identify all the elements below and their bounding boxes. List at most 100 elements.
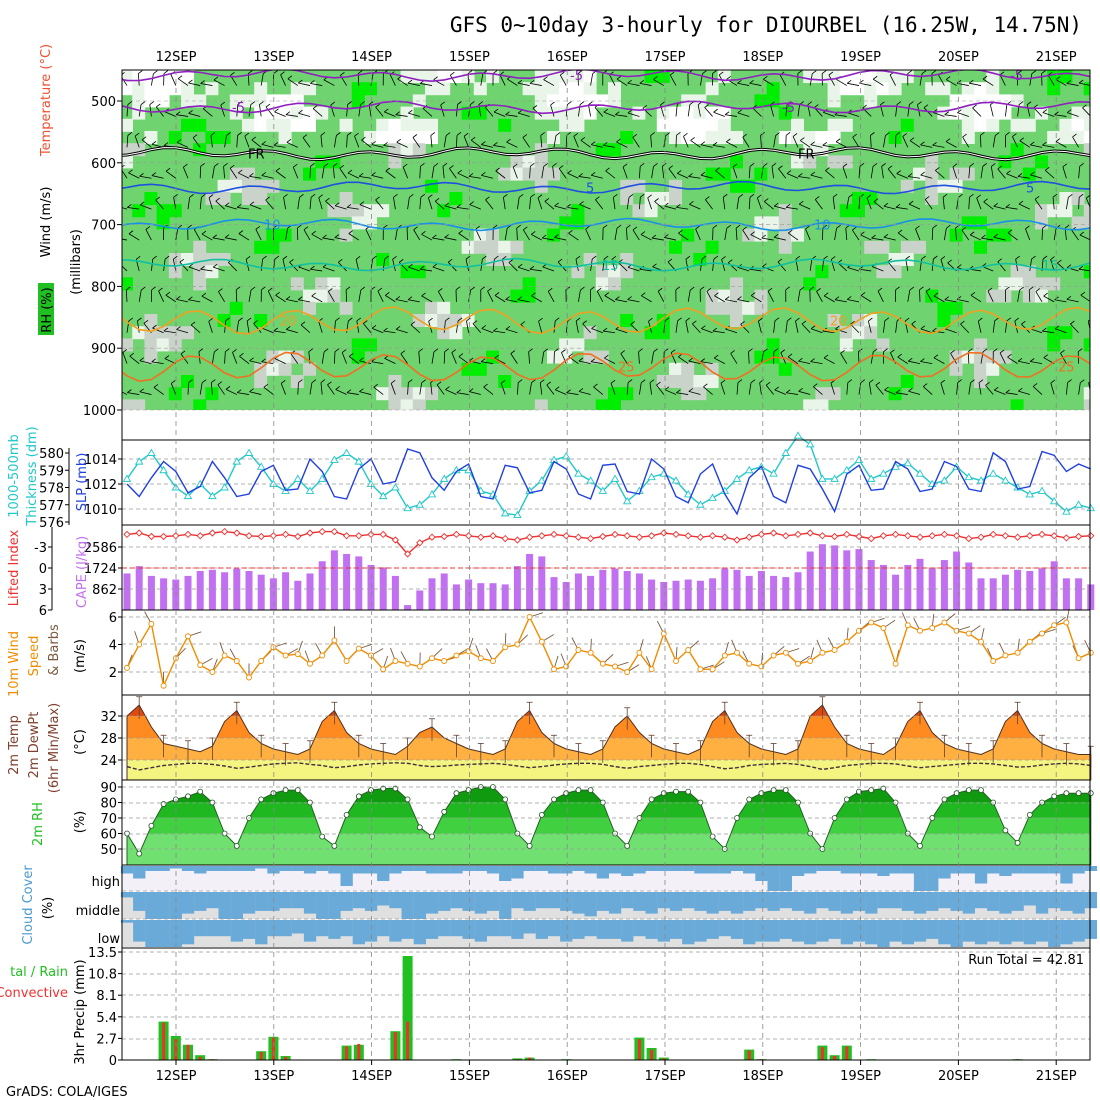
wind-barb <box>852 136 860 148</box>
rh-field-cell <box>400 265 414 279</box>
wind-barb-flag <box>348 230 353 234</box>
wind-barb <box>1030 174 1043 179</box>
wind-barb-flag <box>385 292 390 296</box>
rh-field-cell <box>925 192 939 205</box>
cloud-middle-bar <box>425 892 439 914</box>
wind-speed-point <box>880 625 887 631</box>
wind-barb-flag <box>451 349 457 353</box>
wind-barb-flag <box>318 194 323 198</box>
wind-barb-flag <box>667 258 673 263</box>
wind-barb <box>215 200 225 210</box>
wind-barb-flag <box>1012 133 1017 137</box>
date-label-bottom: 21SEP <box>1036 1069 1077 1084</box>
rh-field-cell <box>705 131 719 144</box>
wind-barb-flag <box>494 292 500 296</box>
wind-barb <box>407 82 420 86</box>
rh-field-cell <box>1059 118 1073 132</box>
cape-bar <box>843 550 851 610</box>
wind-barb <box>151 73 154 86</box>
wind-barb-flag <box>299 193 304 198</box>
rh-point <box>148 822 155 829</box>
rh-field-cell <box>961 118 975 132</box>
wind-barb <box>1091 352 1093 364</box>
wind-barb-flag <box>128 317 134 322</box>
thickness-point <box>317 474 327 482</box>
rh-field-cell <box>998 277 1012 291</box>
wind-barb-flag <box>976 194 981 199</box>
rh-field-cell <box>254 94 268 108</box>
cape-bar <box>282 572 290 610</box>
wind-barb <box>187 197 191 210</box>
wind-barb <box>1017 360 1030 365</box>
wind-barb <box>657 291 665 303</box>
wind-barb-flag <box>466 317 471 322</box>
wind-speed-point <box>770 652 777 659</box>
cloud-high-bar <box>377 866 390 881</box>
wind-barb <box>311 233 323 241</box>
cloud-high-bar <box>157 866 170 871</box>
wind-barb-flag <box>554 348 559 352</box>
wind-barb-flag <box>567 169 572 174</box>
cloud-high-bar <box>999 866 1012 876</box>
isotherm-label: FR <box>798 148 815 163</box>
wind-barb <box>384 358 396 365</box>
wind-barb <box>565 135 568 148</box>
wind-barb-flag <box>580 286 585 291</box>
wind-barb-flag <box>273 70 278 74</box>
wind-barb-flag <box>237 169 243 174</box>
wind-barb-flag <box>420 193 426 198</box>
cape-bar <box>648 579 656 610</box>
wind-barb-flag <box>396 138 401 143</box>
rh-field-cell <box>778 216 792 230</box>
rh-field-cell <box>266 362 280 376</box>
thickness-point <box>915 469 925 477</box>
wind-barb <box>664 237 677 241</box>
wind-barb-flag <box>156 103 161 108</box>
wind-barb-flag <box>480 358 486 363</box>
cape-bar <box>770 575 778 610</box>
wind-barb-flag <box>225 202 230 207</box>
wind-barb-flag <box>480 286 486 291</box>
wind-barb <box>170 383 177 395</box>
wind-barb <box>274 358 286 365</box>
cloud-middle-bar <box>316 892 329 919</box>
rh-field-cell <box>656 106 670 120</box>
wind-barb-flag <box>1052 193 1058 198</box>
wind-barb <box>687 104 691 117</box>
wind-barb <box>287 78 299 86</box>
wind-barb-flag <box>530 193 535 198</box>
cloud-low-bar <box>621 920 634 942</box>
wind-barb <box>397 78 408 86</box>
wind-barb <box>457 172 469 179</box>
wind-barb-flag <box>616 224 622 229</box>
cloud-high-bar <box>584 866 597 874</box>
wind-barb-flag <box>280 380 286 384</box>
thickness-point <box>354 457 364 465</box>
wind-barb <box>909 140 921 148</box>
rh-field-cell <box>864 326 878 340</box>
wind-barb <box>1066 298 1079 303</box>
rh-point <box>660 790 667 797</box>
wind-barb <box>870 166 874 179</box>
rh-field-cell <box>412 131 426 144</box>
wind-barb <box>809 259 813 272</box>
wind-barb-flag <box>235 286 241 291</box>
thickness-point <box>805 439 815 448</box>
cloud-low-bar <box>291 920 304 934</box>
rh-field-cell <box>315 106 329 120</box>
wind-barb-flag <box>1006 317 1012 322</box>
wind-barb-flag <box>308 348 314 353</box>
isotherm-label: -5 <box>782 101 795 116</box>
wind-barb-flag <box>831 256 836 260</box>
rh-field-cell <box>547 350 560 364</box>
wind-barb-flag <box>1031 255 1036 260</box>
rh-point <box>160 801 167 807</box>
wind-barb <box>223 166 225 179</box>
rh-field-cell <box>449 192 463 205</box>
rh-field-cell <box>229 106 243 120</box>
thickness-point <box>818 474 827 482</box>
wind-barb-flag <box>518 193 524 198</box>
wind-barb-flag <box>481 172 486 176</box>
thickness-tick-label: 578 <box>39 482 64 497</box>
cape-bar <box>257 574 265 610</box>
